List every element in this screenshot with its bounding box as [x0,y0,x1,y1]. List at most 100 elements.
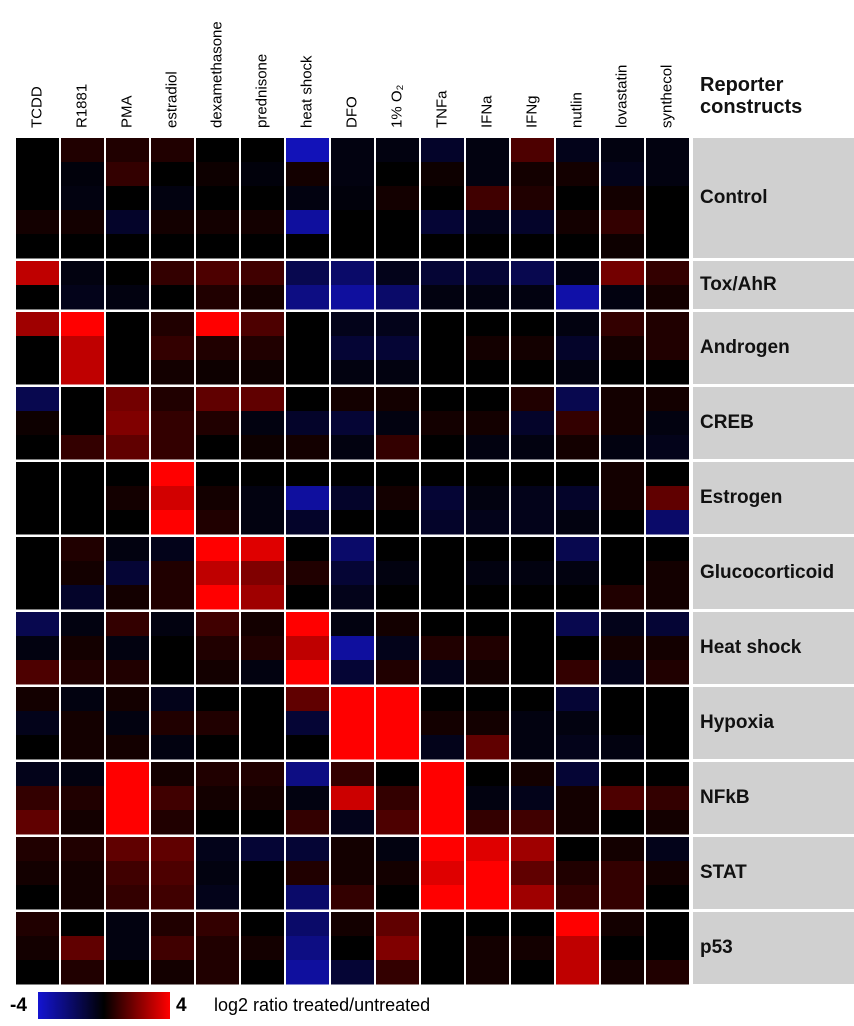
heatmap-cell [466,837,509,862]
heatmap-cell [376,387,419,412]
heatmap-cell [556,660,599,685]
heatmap-cell [16,462,59,487]
heatmap-cell [421,186,464,211]
heatmap-cell [556,285,599,310]
heatmap-cell [241,234,284,259]
heatmap-cell [466,585,509,610]
heatmap-cell [331,312,374,337]
heatmap-cell [556,435,599,460]
column-label: estradiol [163,71,180,128]
heatmap-cell [61,612,104,637]
heatmap-cell [646,234,689,259]
heatmap-cell [376,510,419,535]
heatmap-cell [511,411,554,436]
heatmap-cell [106,561,149,586]
heatmap-cell [61,537,104,562]
heatmap-cell [331,138,374,163]
column-label: IFNg [523,95,540,128]
heatmap-cell [376,234,419,259]
heatmap-cell [151,186,194,211]
heatmap-cell [286,585,329,610]
heatmap-cell [331,612,374,637]
heatmap-cell [61,510,104,535]
heatmap-cell [376,186,419,211]
heatmap-cell [421,612,464,637]
heatmap-cell [646,612,689,637]
heatmap-cell [106,660,149,685]
heatmap-cell [556,636,599,661]
heatmap-cell [106,960,149,985]
heatmap-cell [421,561,464,586]
heatmap-cell [376,810,419,835]
heatmap-cell [16,861,59,886]
heatmap-cell [106,762,149,787]
heatmap-cell [646,660,689,685]
heatmap-cell [511,786,554,811]
heatmap-cell [286,837,329,862]
heatmap-cell [106,786,149,811]
heatmap-cell [241,762,284,787]
heatmap-cell [601,912,644,937]
heatmap-cell [331,885,374,910]
heatmap-cell [556,486,599,511]
heatmap-cell [331,810,374,835]
heatmap-cell [61,210,104,235]
heatmap-cell [61,312,104,337]
heatmap-cell [646,687,689,712]
heatmap-cell [241,810,284,835]
heatmap-cell [421,810,464,835]
heatmap-cell [151,612,194,637]
heatmap-cell [556,585,599,610]
group-label: Heat shock [700,637,802,658]
column-label: prednisone [253,54,270,128]
heatmap-cell [196,462,239,487]
heatmap-cell [376,360,419,385]
heatmap-cell [466,810,509,835]
group-panel [693,138,854,258]
heatmap-cell [421,885,464,910]
heatmap-cell [466,234,509,259]
heatmap-cell [331,162,374,187]
heatmap-cell [16,234,59,259]
heatmap-cell [376,285,419,310]
heatmap-cell [601,810,644,835]
heatmap-cell [601,360,644,385]
heatmap-cell [196,360,239,385]
group-label: Glucocorticoid [700,562,834,583]
heatmap-cell [646,861,689,886]
heatmap-cell [556,510,599,535]
heatmap-cell [16,735,59,760]
heatmap-cell [61,138,104,163]
heatmap-cell [331,711,374,736]
heatmap-cell [61,411,104,436]
heatmap-cell [286,510,329,535]
heatmap-cell [241,660,284,685]
heatmap-cell [646,387,689,412]
heatmap-cell [646,162,689,187]
heatmap-cell [421,162,464,187]
heatmap-cell [556,735,599,760]
heatmap-cell [151,435,194,460]
heatmap-cell [16,912,59,937]
heatmap-cell [286,735,329,760]
heatmap-cell [16,186,59,211]
heatmap-cell [646,735,689,760]
heatmap-cell [556,360,599,385]
heatmap-cell [466,885,509,910]
heatmap-cell [241,387,284,412]
heatmap-cell [106,336,149,361]
heatmap-cell [61,735,104,760]
heatmap-cell [646,885,689,910]
heatmap-cell [151,561,194,586]
heatmap-cell [646,210,689,235]
heatmap-cell [331,387,374,412]
heatmap-cell [376,561,419,586]
heatmap-cell [376,912,419,937]
heatmap-cell [16,810,59,835]
heatmap-cell [511,660,554,685]
heatmap-cell [106,186,149,211]
group-label: Androgen [700,337,790,358]
heatmap-cell [601,762,644,787]
heatmap-cell [646,411,689,436]
heatmap-cell [646,312,689,337]
